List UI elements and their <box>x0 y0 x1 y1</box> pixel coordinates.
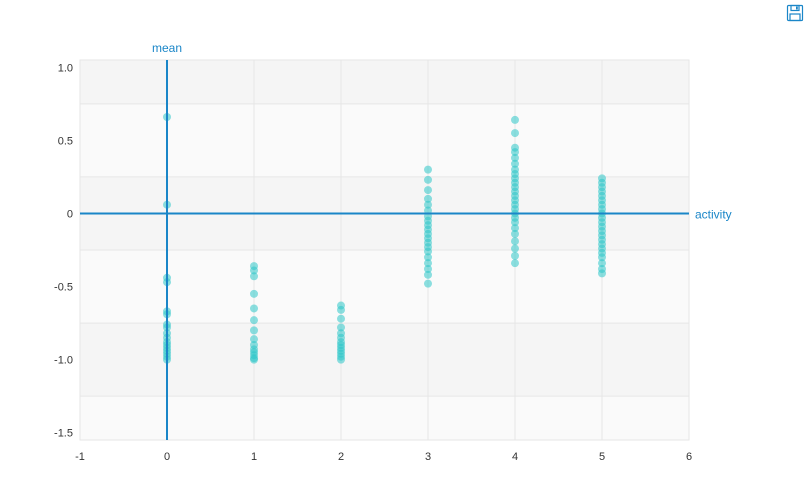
x-tick-labels: -1 0 1 2 3 4 5 6 <box>75 451 692 463</box>
data-point <box>250 355 258 364</box>
data-point <box>511 148 519 157</box>
data-point <box>511 237 519 246</box>
data-points <box>163 113 606 364</box>
data-point <box>424 175 432 184</box>
y-tick-labels: 1.0 0.5 0 -0.5 -1.0 -1.5 <box>54 62 73 439</box>
data-point <box>250 272 258 281</box>
x-tick-label: 6 <box>686 451 692 463</box>
data-point <box>337 355 345 364</box>
y-tick-label: 0 <box>67 208 73 220</box>
x-tick-label: 0 <box>164 451 170 463</box>
data-point <box>250 266 258 275</box>
y-tick-label: 1.0 <box>58 62 73 74</box>
y-tick-label: -0.5 <box>54 282 73 294</box>
x-tick-label: 2 <box>338 451 344 463</box>
data-point <box>511 115 519 124</box>
plot-band <box>80 323 689 397</box>
data-point <box>424 186 432 195</box>
data-point <box>511 159 519 168</box>
y-axis-label: mean <box>152 41 182 55</box>
data-point <box>424 194 432 203</box>
data-point <box>598 269 606 278</box>
plot-band <box>80 103 689 177</box>
data-point <box>337 314 345 323</box>
data-point <box>511 218 519 227</box>
data-point <box>250 289 258 298</box>
data-point <box>250 316 258 325</box>
data-point <box>424 247 432 256</box>
x-axis-label: activity <box>695 207 732 221</box>
plot-background-bands <box>79 59 690 441</box>
axes <box>80 60 689 440</box>
plot-band <box>80 250 689 324</box>
data-point <box>511 129 519 138</box>
data-point <box>511 244 519 253</box>
data-point <box>511 229 519 238</box>
floppy-disk-icon <box>786 4 804 22</box>
data-point <box>511 259 519 268</box>
data-point <box>424 200 432 209</box>
plot-band <box>80 396 689 440</box>
data-point <box>424 270 432 279</box>
data-point <box>337 323 345 332</box>
y-tick-label: -1.0 <box>54 355 73 367</box>
data-point <box>424 279 432 288</box>
data-point <box>250 326 258 335</box>
data-point <box>424 165 432 174</box>
data-point <box>511 153 519 162</box>
save-as-image-button[interactable] <box>786 4 804 22</box>
data-point <box>424 253 432 262</box>
y-tick-label: 0.5 <box>58 135 73 147</box>
data-point <box>511 251 519 260</box>
x-tick-label: -1 <box>75 451 85 463</box>
x-tick-label: 1 <box>251 451 257 463</box>
data-point <box>250 335 258 344</box>
plot-band <box>80 60 689 104</box>
data-point <box>424 259 432 268</box>
data-point <box>598 253 606 262</box>
x-tick-label: 5 <box>599 451 605 463</box>
x-tick-label: 3 <box>425 451 431 463</box>
data-point <box>250 304 258 313</box>
data-point <box>424 265 432 273</box>
data-point <box>337 305 345 314</box>
data-point <box>511 224 519 233</box>
data-point <box>598 259 606 268</box>
x-tick-label: 4 <box>512 451 518 463</box>
y-tick-label: -1.5 <box>54 428 73 440</box>
